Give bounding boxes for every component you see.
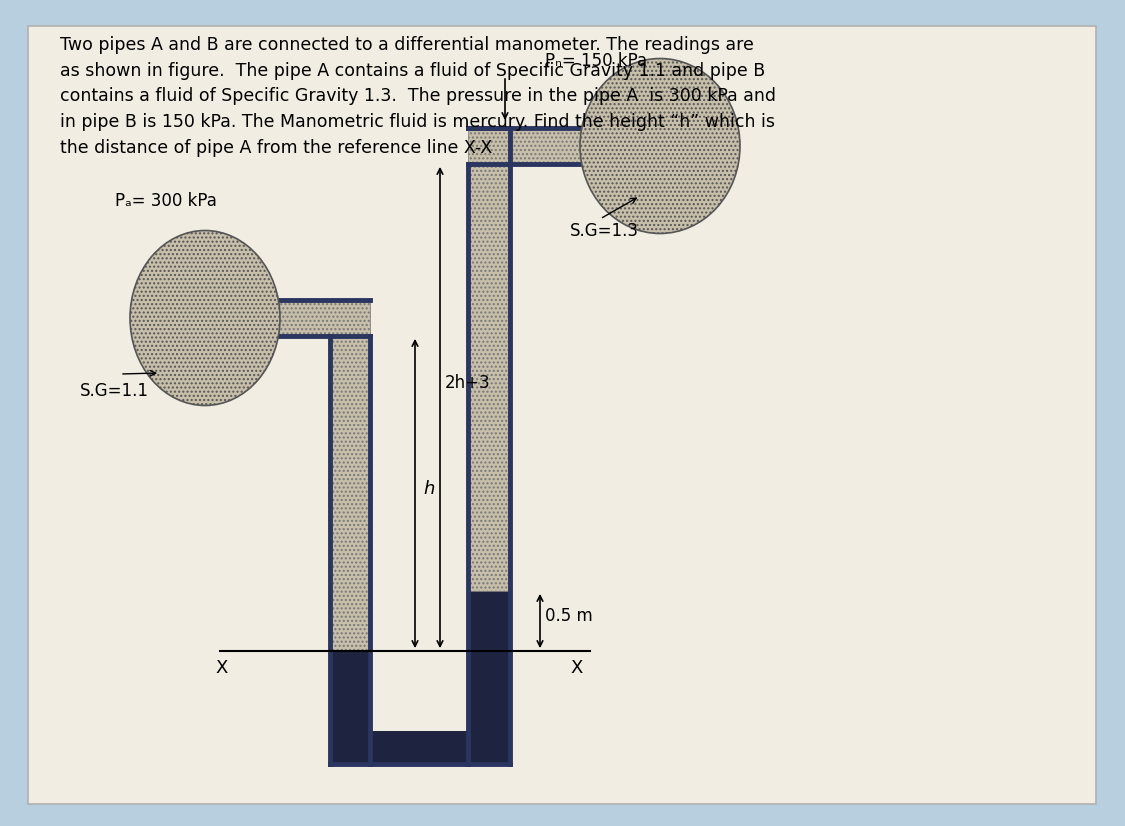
Bar — [468, 591, 510, 736]
Text: 2h+3: 2h+3 — [446, 373, 490, 392]
Text: Pₙ= 150 kPa: Pₙ= 150 kPa — [544, 52, 647, 70]
Text: X: X — [570, 659, 583, 677]
Bar — [140, 300, 370, 336]
Text: Two pipes A and B are connected to a differential manometer. The readings are
as: Two pipes A and B are connected to a dif… — [60, 36, 776, 157]
Ellipse shape — [130, 230, 280, 406]
Bar — [330, 651, 370, 736]
Text: S.G=1.3: S.G=1.3 — [570, 222, 639, 240]
Text: X: X — [216, 659, 228, 677]
FancyBboxPatch shape — [28, 26, 1096, 804]
Text: S.G=1.1: S.G=1.1 — [80, 382, 148, 400]
Text: 0.5 m: 0.5 m — [544, 607, 593, 625]
Bar — [330, 336, 370, 651]
Text: Pₐ= 300 kPa: Pₐ= 300 kPa — [115, 192, 217, 210]
Ellipse shape — [580, 59, 740, 234]
Bar — [468, 128, 700, 164]
Bar — [330, 731, 510, 766]
Bar — [468, 164, 510, 591]
Text: h: h — [423, 480, 434, 497]
